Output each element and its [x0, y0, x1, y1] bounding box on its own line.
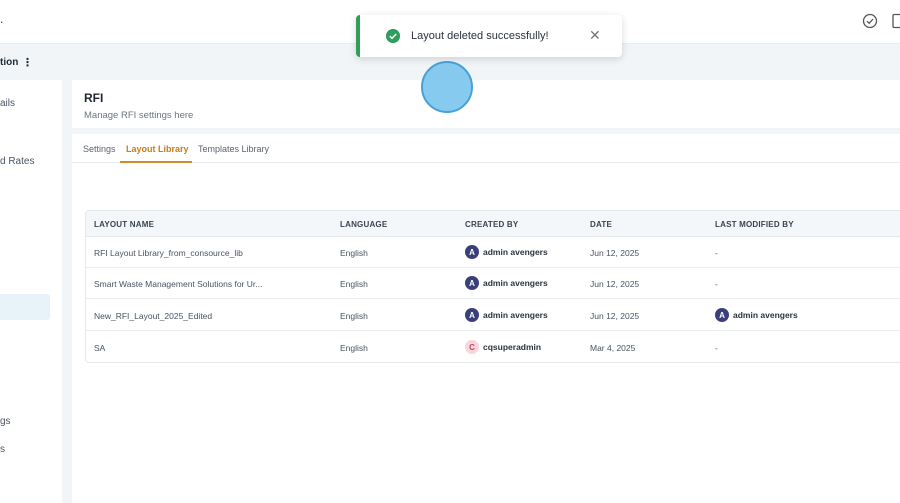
column-header-last-modified-by[interactable]: LAST MODIFIED BY: [715, 220, 794, 229]
date: Mar 4, 2025: [590, 343, 636, 353]
tab-bar: Settings Layout Library Templates Librar…: [72, 134, 900, 163]
language: English: [340, 248, 368, 258]
breadcrumb: .: [0, 12, 4, 26]
language: English: [340, 279, 368, 289]
tab-templates-library[interactable]: Templates Library: [198, 144, 270, 154]
created-by: C cqsuperadmin: [465, 340, 541, 354]
layout-name[interactable]: New_RFI_Layout_2025_Edited: [94, 311, 213, 321]
date: Jun 12, 2025: [590, 311, 640, 321]
layout-name[interactable]: Smart Waste Management Solutions for Ur.…: [94, 279, 263, 289]
divider: [72, 128, 900, 134]
table-row[interactable]: SA English C cqsuperadmin Mar 4, 2025 -: [86, 332, 900, 362]
close-icon[interactable]: ✕: [589, 27, 601, 43]
check-circle-icon: [386, 29, 400, 43]
tab-settings[interactable]: Settings: [83, 144, 116, 154]
column-header-date[interactable]: DATE: [590, 220, 612, 229]
table-row[interactable]: Smart Waste Management Solutions for Ur.…: [86, 268, 900, 299]
table-header: LAYOUT NAME LANGUAGE CREATED BY DATE LAS…: [86, 211, 900, 237]
last-modified-by: -: [715, 248, 718, 258]
column-header-created-by[interactable]: CREATED BY: [465, 220, 519, 229]
toast-message: Layout deleted successfully!: [411, 30, 549, 42]
click-indicator: [421, 61, 473, 113]
last-modified-by: -: [715, 279, 718, 289]
project-name[interactable]: tion: [0, 57, 19, 68]
date: Jun 12, 2025: [590, 248, 640, 258]
sidebar-item-settings[interactable]: gs: [0, 416, 11, 427]
avatar: A: [465, 276, 479, 290]
page-header: RFI Manage RFI settings here: [72, 82, 900, 128]
date: Jun 12, 2025: [590, 279, 640, 289]
user-name: admin avengers: [733, 310, 798, 320]
success-toast: Layout deleted successfully! ✕: [356, 15, 622, 57]
column-header-layout-name[interactable]: LAYOUT NAME: [94, 220, 155, 229]
user-name: admin avengers: [483, 278, 548, 288]
avatar: C: [465, 340, 479, 354]
tab-layout-library[interactable]: Layout Library: [126, 144, 189, 154]
active-tab-indicator: [120, 161, 192, 163]
sidebar-item-rates[interactable]: d Rates: [0, 156, 35, 167]
check-circle-icon[interactable]: [862, 13, 878, 29]
sidebar-item-active[interactable]: [0, 294, 50, 320]
last-modified-by: A admin avengers: [715, 308, 798, 322]
document-icon[interactable]: [892, 13, 900, 29]
sidebar: ails d Rates gs s: [0, 80, 62, 503]
layout-name[interactable]: SA: [94, 343, 106, 353]
layout-name[interactable]: RFI Layout Library_from_consource_lib: [94, 248, 243, 258]
sidebar-item-details[interactable]: ails: [0, 98, 16, 109]
layout-table: LAYOUT NAME LANGUAGE CREATED BY DATE LAS…: [85, 210, 900, 363]
user-name: cqsuperadmin: [483, 342, 542, 352]
user-name: admin avengers: [483, 247, 548, 257]
avatar: A: [715, 308, 729, 322]
avatar: A: [465, 308, 479, 322]
user-name: admin avengers: [483, 310, 548, 320]
last-modified-by: -: [715, 343, 718, 353]
language: English: [340, 343, 368, 353]
created-by: A admin avengers: [465, 245, 548, 259]
created-by: A admin avengers: [465, 308, 548, 322]
avatar: A: [465, 245, 479, 259]
language: English: [340, 311, 368, 321]
created-by: A admin avengers: [465, 276, 548, 290]
page-title: RFI: [84, 91, 104, 105]
sidebar-item-other[interactable]: s: [0, 444, 5, 455]
kebab-menu-icon[interactable]: ⋮: [22, 57, 33, 69]
column-header-language[interactable]: LANGUAGE: [340, 220, 388, 229]
table-row[interactable]: RFI Layout Library_from_consource_lib En…: [86, 237, 900, 268]
table-row[interactable]: New_RFI_Layout_2025_Edited English A adm…: [86, 300, 900, 331]
page-subtitle: Manage RFI settings here: [84, 110, 194, 121]
